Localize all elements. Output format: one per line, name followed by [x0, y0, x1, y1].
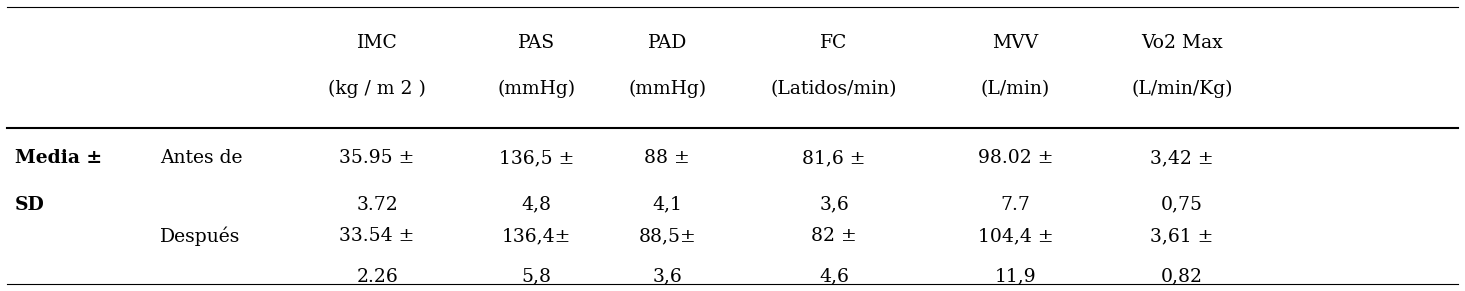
- Text: 88 ±: 88 ±: [645, 150, 690, 167]
- Text: (L/min): (L/min): [980, 80, 1050, 98]
- Text: MVV: MVV: [992, 34, 1039, 52]
- Text: (mmHg): (mmHg): [628, 80, 706, 98]
- Text: 7.7: 7.7: [1001, 196, 1030, 214]
- Text: FC: FC: [820, 34, 848, 52]
- Text: Antes de: Antes de: [160, 150, 242, 167]
- Text: 104,4 ±: 104,4 ±: [977, 227, 1053, 245]
- Text: 3,61 ±: 3,61 ±: [1150, 227, 1214, 245]
- Text: (kg / m 2 ): (kg / m 2 ): [328, 80, 426, 98]
- Text: 136,4±: 136,4±: [502, 227, 571, 245]
- Text: 4,8: 4,8: [522, 196, 552, 214]
- Text: 4,6: 4,6: [819, 268, 848, 285]
- Text: 136,5 ±: 136,5 ±: [500, 150, 574, 167]
- Text: 2.26: 2.26: [356, 268, 398, 285]
- Text: 81,6 ±: 81,6 ±: [803, 150, 866, 167]
- Text: (Latidos/min): (Latidos/min): [771, 80, 897, 98]
- Text: 3,6: 3,6: [652, 268, 683, 285]
- Text: Después: Después: [160, 226, 240, 246]
- Text: PAD: PAD: [648, 34, 687, 52]
- Text: 82 ±: 82 ±: [812, 227, 857, 245]
- Text: 88,5±: 88,5±: [639, 227, 696, 245]
- Text: 98.02 ±: 98.02 ±: [977, 150, 1053, 167]
- Text: (mmHg): (mmHg): [498, 80, 576, 98]
- Text: SD: SD: [15, 196, 44, 214]
- Text: 11,9: 11,9: [995, 268, 1036, 285]
- Text: 5,8: 5,8: [522, 268, 552, 285]
- Text: PAS: PAS: [519, 34, 555, 52]
- Text: 33.54 ±: 33.54 ±: [340, 227, 415, 245]
- Text: 35.95 ±: 35.95 ±: [340, 150, 415, 167]
- Text: Vo2 Max: Vo2 Max: [1141, 34, 1223, 52]
- Text: IMC: IMC: [356, 34, 397, 52]
- Text: 4,1: 4,1: [652, 196, 683, 214]
- Text: 0,75: 0,75: [1162, 196, 1203, 214]
- Text: 0,82: 0,82: [1162, 268, 1203, 285]
- Text: 3,6: 3,6: [819, 196, 848, 214]
- Text: 3.72: 3.72: [356, 196, 398, 214]
- Text: 3,42 ±: 3,42 ±: [1150, 150, 1214, 167]
- Text: (L/min/Kg): (L/min/Kg): [1131, 80, 1234, 98]
- Text: Media ±: Media ±: [15, 150, 101, 167]
